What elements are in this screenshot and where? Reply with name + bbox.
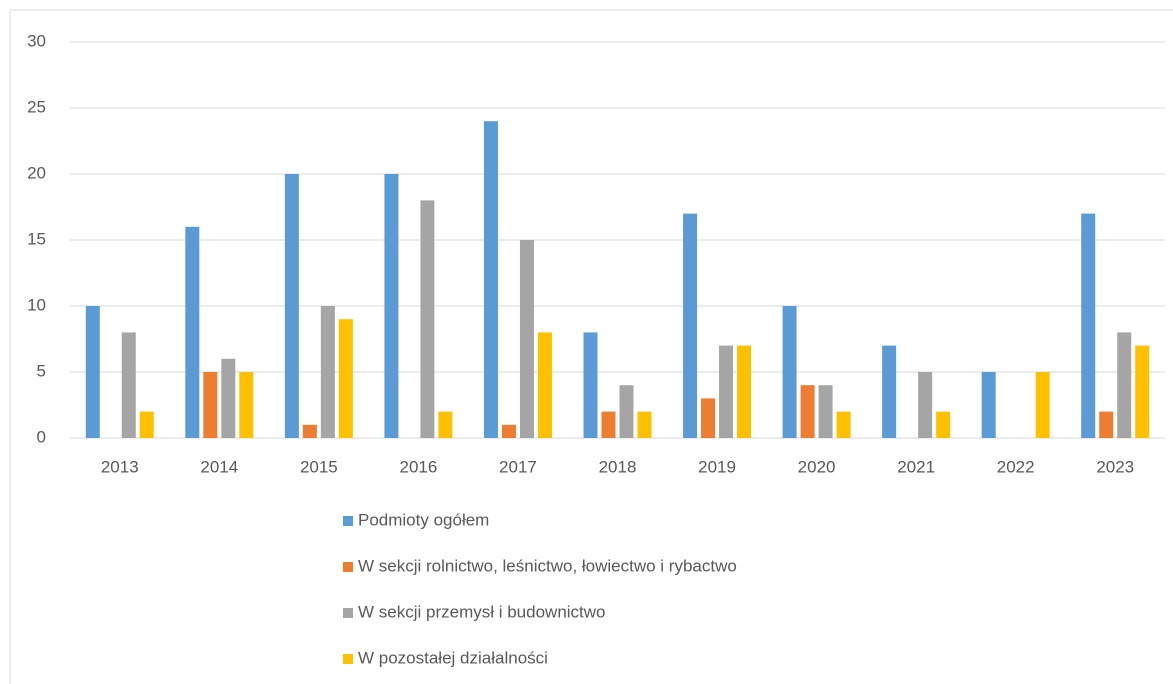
y-tick-label: 15	[27, 229, 46, 248]
bar	[483, 121, 498, 438]
bar	[583, 332, 598, 438]
x-tick-label: 2023	[1096, 457, 1134, 476]
bar	[185, 226, 200, 438]
bar	[221, 358, 236, 438]
bar	[683, 213, 698, 438]
x-tick-label: 2018	[599, 457, 637, 476]
bar	[1135, 345, 1150, 438]
legend-label: W pozostałej działalności	[358, 648, 548, 667]
y-tick-label: 10	[27, 295, 46, 314]
bar	[882, 345, 897, 438]
bar	[121, 332, 136, 438]
x-tick-label: 2019	[698, 457, 736, 476]
bar	[737, 345, 752, 438]
x-tick-label: 2021	[897, 457, 935, 476]
x-tick-label: 2013	[101, 457, 139, 476]
bar	[139, 411, 154, 438]
bar	[1081, 213, 1096, 438]
bar	[1117, 332, 1132, 438]
y-tick-label: 0	[37, 427, 46, 446]
x-tick-label: 2020	[798, 457, 836, 476]
bar	[1035, 372, 1050, 438]
bar	[719, 345, 734, 438]
x-tick-label: 2017	[499, 457, 537, 476]
bar	[338, 319, 353, 438]
bar	[601, 411, 616, 438]
x-tick-label: 2022	[997, 457, 1035, 476]
bar	[284, 174, 299, 438]
bar	[320, 306, 335, 438]
bar	[85, 306, 100, 438]
legend-swatch	[343, 562, 353, 572]
bar	[239, 372, 254, 438]
x-tick-label: 2015	[300, 457, 338, 476]
x-tick-label: 2014	[200, 457, 238, 476]
bar	[918, 372, 933, 438]
x-tick-label: 2016	[399, 457, 437, 476]
legend-label: W sekcji przemysł i budownictwo	[358, 602, 606, 621]
bar	[782, 306, 797, 438]
bar	[619, 385, 634, 438]
bar	[818, 385, 833, 438]
legend-label: W sekcji rolnictwo, leśnictwo, łowiectwo…	[358, 556, 737, 575]
bar	[519, 240, 534, 438]
bar	[936, 411, 951, 438]
y-tick-label: 25	[27, 97, 46, 116]
bar	[701, 398, 716, 438]
chart-frame	[9, 9, 1173, 684]
legend-label: Podmioty ogółem	[358, 510, 489, 529]
legend-swatch	[343, 516, 353, 526]
bar	[420, 200, 435, 438]
bar	[637, 411, 652, 438]
y-tick-label: 5	[37, 361, 46, 380]
bar	[501, 424, 516, 438]
bar	[438, 411, 453, 438]
bar	[1099, 411, 1114, 438]
bar	[800, 385, 815, 438]
y-tick-label: 20	[27, 163, 46, 182]
bar	[203, 372, 218, 438]
bar	[537, 332, 552, 438]
bar	[384, 174, 399, 438]
bar	[981, 372, 996, 438]
bar	[836, 411, 851, 438]
y-tick-label: 30	[27, 31, 46, 50]
bar	[302, 424, 317, 438]
legend-swatch	[343, 654, 353, 664]
legend-swatch	[343, 608, 353, 618]
